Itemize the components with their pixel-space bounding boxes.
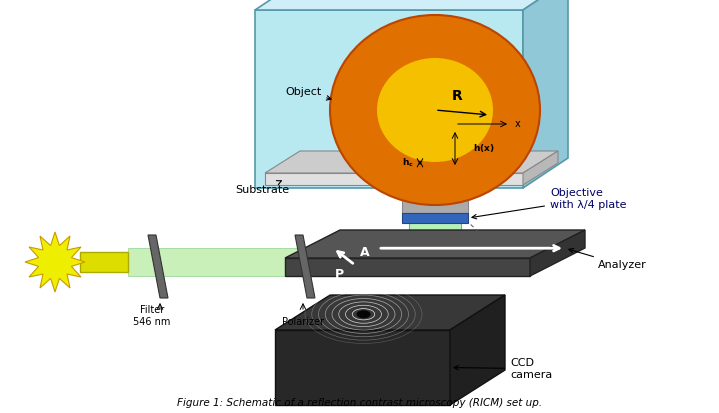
Polygon shape [402,185,468,213]
Polygon shape [255,10,523,188]
Polygon shape [80,252,128,272]
Polygon shape [275,330,450,405]
Polygon shape [530,230,585,276]
Ellipse shape [357,310,370,318]
Text: A: A [360,246,370,259]
Text: Analyzer: Analyzer [569,249,647,270]
Text: Polarizer: Polarizer [282,317,324,327]
Polygon shape [285,230,585,258]
Polygon shape [295,235,315,298]
Text: $\mathbf{h_c}$: $\mathbf{h_c}$ [402,157,414,169]
Polygon shape [265,151,558,173]
Text: P: P [335,268,344,281]
Ellipse shape [377,58,493,162]
Polygon shape [285,258,530,276]
Text: Substrate: Substrate [235,180,289,195]
Polygon shape [450,295,505,405]
Polygon shape [148,235,168,298]
Text: Object: Object [285,87,331,100]
Text: $\mathbf{h(x)}$: $\mathbf{h(x)}$ [473,142,495,154]
Polygon shape [255,0,568,10]
Text: CCD
camera: CCD camera [454,358,552,380]
Text: x: x [515,119,521,129]
Polygon shape [409,185,461,268]
Polygon shape [25,232,85,292]
Text: Figure 1: Schematic of a reflection contrast microscopy (RICM) set up.: Figure 1: Schematic of a reflection cont… [178,398,543,408]
Ellipse shape [330,15,540,205]
Text: R: R [452,89,462,103]
Polygon shape [265,173,523,185]
Polygon shape [275,295,505,330]
Text: Filter
546 nm: Filter 546 nm [133,305,170,327]
Polygon shape [402,213,468,223]
Polygon shape [523,0,568,188]
Polygon shape [128,248,365,276]
Polygon shape [523,151,558,185]
Text: Objective
with λ/4 plate: Objective with λ/4 plate [472,188,626,219]
